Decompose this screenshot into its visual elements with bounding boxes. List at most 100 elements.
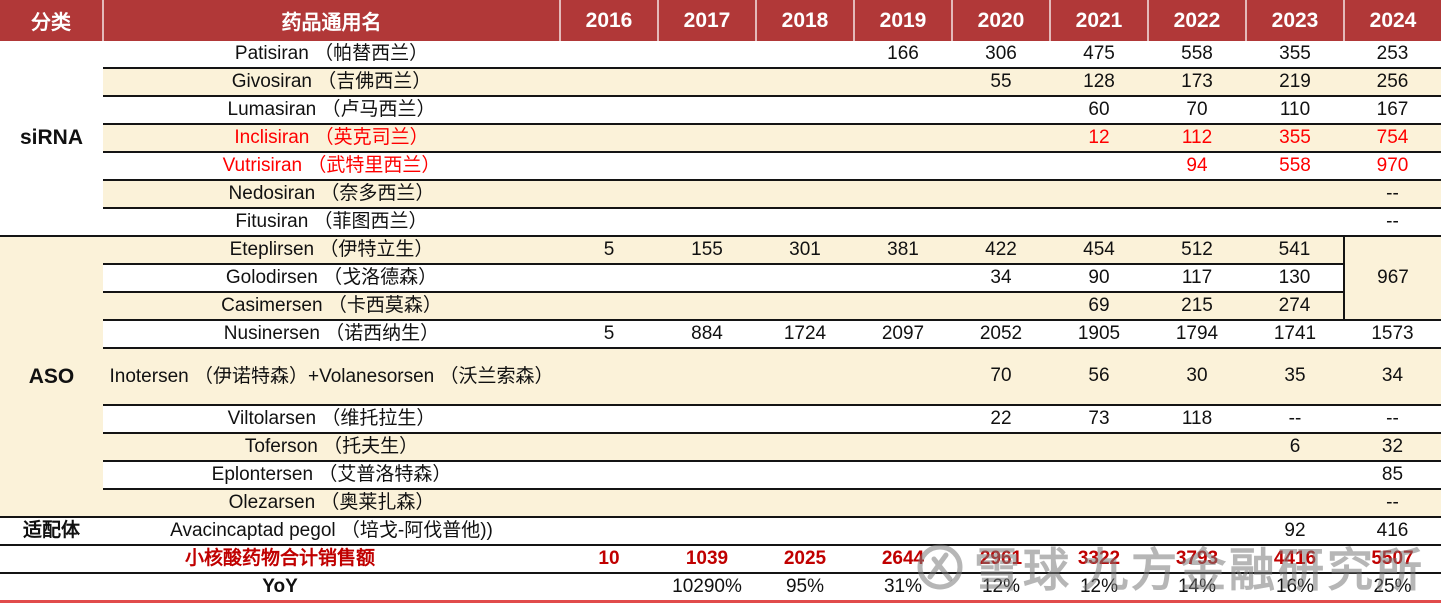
value-cell bbox=[1050, 433, 1148, 462]
drug-name-cell: Casimersen （卡西莫森） bbox=[103, 292, 560, 321]
value-cell: -- bbox=[1344, 405, 1441, 434]
value-cell: 34 bbox=[952, 264, 1050, 293]
value-cell: 215 bbox=[1148, 292, 1246, 321]
value-cell: 130 bbox=[1246, 264, 1344, 293]
value-cell: 422 bbox=[952, 236, 1050, 265]
value-cell bbox=[1148, 517, 1246, 546]
value-cell bbox=[756, 208, 854, 237]
value-cell bbox=[1050, 461, 1148, 490]
drug-row-nusinersen: Nusinersen （诺西纳生） 5 884 1724 2097 2052 1905 17… bbox=[0, 320, 1441, 349]
value-cell bbox=[658, 68, 756, 97]
drug-name-cell: Toferson （托夫生） bbox=[103, 433, 560, 462]
value-cell bbox=[854, 208, 952, 237]
value-cell bbox=[952, 517, 1050, 546]
drug-row-golodirsen: Golodirsen （戈洛德森） 34 90 117 130 bbox=[0, 264, 1441, 293]
drug-row-givosiran: Givosiran （吉佛西兰） 55 128 173 219 256 bbox=[0, 68, 1441, 97]
value-cell bbox=[658, 41, 756, 69]
value-cell: 70 bbox=[952, 348, 1050, 406]
value-cell: 12% bbox=[1050, 573, 1148, 603]
value-cell bbox=[756, 292, 854, 321]
value-cell bbox=[560, 573, 658, 603]
drug-name-cell: Eteplirsen （伊特立生） bbox=[103, 236, 560, 265]
value-cell: 1573 bbox=[1344, 320, 1441, 349]
drug-row-vutrisiran: Vutrisiran （武特里西兰） 94 558 970 bbox=[0, 152, 1441, 181]
value-cell bbox=[756, 124, 854, 153]
value-cell bbox=[756, 264, 854, 293]
value-cell: 14% bbox=[1148, 573, 1246, 603]
value-cell bbox=[952, 124, 1050, 153]
category-cell-sirna: siRNA bbox=[0, 41, 103, 237]
value-cell: 1905 bbox=[1050, 320, 1148, 349]
value-cell bbox=[658, 517, 756, 546]
value-cell bbox=[560, 41, 658, 69]
value-cell: 301 bbox=[756, 236, 854, 265]
drug-name-cell: Inotersen （伊诺特森）+Volanesorsen （沃兰索森） bbox=[103, 348, 560, 406]
value-cell bbox=[854, 124, 952, 153]
value-cell: 10 bbox=[560, 545, 658, 574]
value-cell: 1039 bbox=[658, 545, 756, 574]
value-cell: 2025 bbox=[756, 545, 854, 574]
value-cell: 4416 bbox=[1246, 545, 1344, 574]
value-cell bbox=[854, 348, 952, 406]
header-cell-year-2016: 2016 bbox=[559, 0, 658, 41]
value-cell bbox=[1050, 489, 1148, 518]
header-cell-year-2023: 2023 bbox=[1245, 0, 1344, 41]
value-cell bbox=[756, 489, 854, 518]
value-cell bbox=[756, 517, 854, 546]
total-sales-row: 小核酸药物合计销售额 10 1039 2025 2644 2961 3322 3793 441… bbox=[0, 545, 1441, 574]
value-cell bbox=[1246, 208, 1344, 237]
value-cell bbox=[560, 124, 658, 153]
value-cell: 558 bbox=[1148, 41, 1246, 69]
value-cell: 2644 bbox=[854, 545, 952, 574]
value-cell bbox=[756, 41, 854, 69]
value-cell bbox=[658, 180, 756, 209]
value-cell: 558 bbox=[1246, 152, 1344, 181]
value-cell: 306 bbox=[952, 41, 1050, 69]
value-cell bbox=[1246, 489, 1344, 518]
value-cell: -- bbox=[1344, 180, 1441, 209]
value-cell bbox=[952, 96, 1050, 125]
drug-row-viltolarsen: Viltolarsen （维托拉生） 22 73 118 -- -- bbox=[0, 405, 1441, 434]
value-cell bbox=[1148, 208, 1246, 237]
value-cell bbox=[756, 461, 854, 490]
drug-row-eplontersen: Eplontersen （艾普洛特森） 85 bbox=[0, 461, 1441, 490]
value-cell: 32 bbox=[1344, 433, 1441, 462]
value-cell: 416 bbox=[1344, 517, 1441, 546]
value-cell: 118 bbox=[1148, 405, 1246, 434]
value-cell: 1724 bbox=[756, 320, 854, 349]
value-cell: 12 bbox=[1050, 124, 1148, 153]
value-cell: 219 bbox=[1246, 68, 1344, 97]
value-cell: 22 bbox=[952, 405, 1050, 434]
value-cell: 166 bbox=[854, 41, 952, 69]
header-cell-category: 分类 bbox=[0, 0, 103, 41]
value-cell: 16% bbox=[1246, 573, 1344, 603]
value-cell bbox=[952, 292, 1050, 321]
drug-name-cell: Inclisiran （英克司兰） bbox=[103, 124, 560, 153]
header-cell-year-2021: 2021 bbox=[1049, 0, 1148, 41]
value-cell: 1794 bbox=[1148, 320, 1246, 349]
value-cell bbox=[756, 348, 854, 406]
value-cell: 30 bbox=[1148, 348, 1246, 406]
value-cell bbox=[756, 405, 854, 434]
drug-name-cell: Viltolarsen （维托拉生） bbox=[103, 405, 560, 434]
value-cell bbox=[658, 489, 756, 518]
drug-name-cell: Eplontersen （艾普洛特森） bbox=[103, 461, 560, 490]
value-cell bbox=[658, 96, 756, 125]
header-cell-year-2020: 2020 bbox=[951, 0, 1050, 41]
value-cell bbox=[1050, 180, 1148, 209]
drug-row-toferson: Toferson （托夫生） 6 32 bbox=[0, 433, 1441, 462]
value-cell: 970 bbox=[1344, 152, 1441, 181]
drug-row-inclisiran: Inclisiran （英克司兰） 12 112 355 754 bbox=[0, 124, 1441, 153]
value-cell: 25% bbox=[1344, 573, 1441, 603]
value-cell bbox=[756, 152, 854, 181]
value-cell bbox=[560, 180, 658, 209]
value-cell: -- bbox=[1246, 405, 1344, 434]
header-cell-year-2019: 2019 bbox=[853, 0, 952, 41]
drug-row-patisiran: siRNA Patisiran （帕替西兰） 166 306 475 558 355 25… bbox=[0, 41, 1441, 237]
value-cell bbox=[560, 433, 658, 462]
value-cell: 5507 bbox=[1344, 545, 1441, 574]
value-cell bbox=[1050, 152, 1148, 181]
drug-row-nedosiran: Nedosiran （奈多西兰） -- bbox=[0, 180, 1441, 209]
